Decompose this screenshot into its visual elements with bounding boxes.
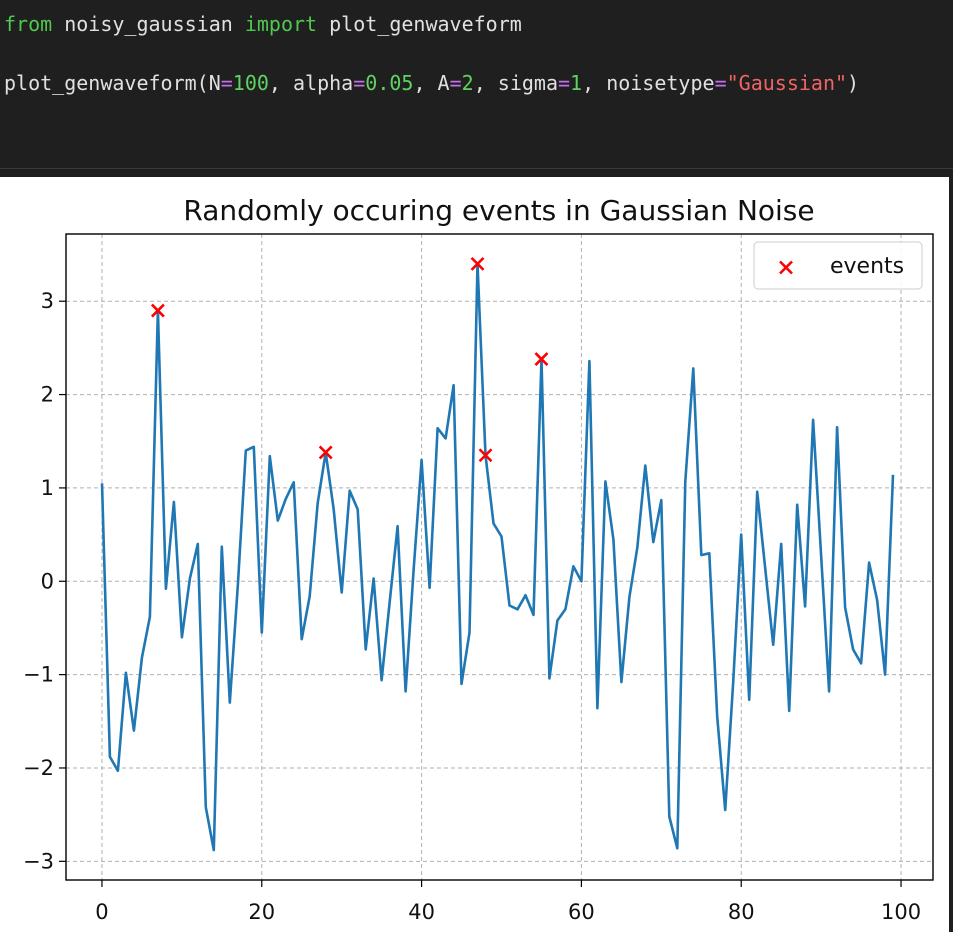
legend: events — [753, 241, 923, 290]
event-marker — [534, 352, 549, 367]
plot-frame — [65, 233, 934, 881]
call-open: plot_genwaveform( — [4, 71, 209, 95]
y-tick-label: −3 — [23, 849, 54, 873]
axis-ticks: 0 20 40 60 80 100 −3 −2 −1 0 1 2 3 — [23, 289, 921, 924]
code-cell[interactable]: from noisy_gaussian import plot_genwavef… — [0, 0, 953, 169]
legend-label: events — [830, 254, 904, 279]
y-tick-label: 0 — [41, 569, 54, 593]
plot-output: Randomly occuring events in Gaussian Noi… — [0, 177, 949, 932]
event-marker — [478, 448, 493, 463]
op-eq: = — [220, 71, 233, 95]
op-eq: = — [714, 71, 727, 95]
y-tick-label: 1 — [41, 476, 54, 500]
y-tick-label: 3 — [41, 289, 54, 313]
x-tick-label: 40 — [408, 900, 435, 924]
y-tick-label: −2 — [23, 756, 54, 780]
y-tick-label: −1 — [23, 663, 54, 687]
keyword-from: from — [4, 12, 53, 36]
legend-marker — [779, 260, 793, 275]
param-noisetype: noisetype — [606, 71, 715, 95]
event-marker — [470, 256, 485, 271]
module-name: noisy_gaussian — [52, 12, 245, 36]
keyword-import: import — [244, 12, 318, 36]
sep: , — [582, 71, 607, 95]
sep: , — [413, 71, 438, 95]
code-line-call: plot_genwaveform(N=100, alpha=0.05, A=2,… — [4, 71, 859, 95]
param-alpha: alpha — [293, 71, 354, 95]
op-eq: = — [353, 71, 366, 95]
function-name: plot_genwaveform — [317, 12, 522, 36]
param-n: N — [208, 71, 221, 95]
value-a: 2 — [461, 71, 474, 95]
sep: , — [473, 71, 498, 95]
value-n: 100 — [232, 71, 269, 95]
param-a: A — [437, 71, 450, 95]
right-edge — [949, 177, 953, 932]
cell-gap — [0, 169, 953, 177]
legend-box — [753, 241, 923, 290]
x-tick-label: 100 — [881, 900, 921, 924]
chart-title: Randomly occuring events in Gaussian Noi… — [183, 194, 814, 227]
waveform-line — [100, 262, 895, 852]
series — [100, 256, 895, 852]
x-tick-label: 60 — [568, 900, 595, 924]
value-noisetype: "Gaussian" — [726, 71, 848, 95]
value-sigma: 1 — [570, 71, 583, 95]
value-alpha: 0.05 — [365, 71, 414, 95]
event-marker — [150, 303, 165, 318]
line-chart: Randomly occuring events in Gaussian Noi… — [23, 194, 934, 924]
call-close: ) — [847, 71, 860, 95]
event-marker — [318, 445, 333, 460]
param-sigma: sigma — [497, 71, 558, 95]
code-line-import: from noisy_gaussian import plot_genwavef… — [4, 12, 522, 36]
x-tick-label: 20 — [248, 900, 275, 924]
op-eq: = — [449, 71, 462, 95]
sep: , — [268, 71, 294, 95]
x-tick-label: 80 — [728, 900, 755, 924]
x-tick-label: 0 — [95, 900, 108, 924]
y-tick-label: 2 — [41, 383, 54, 407]
op-eq: = — [558, 71, 571, 95]
